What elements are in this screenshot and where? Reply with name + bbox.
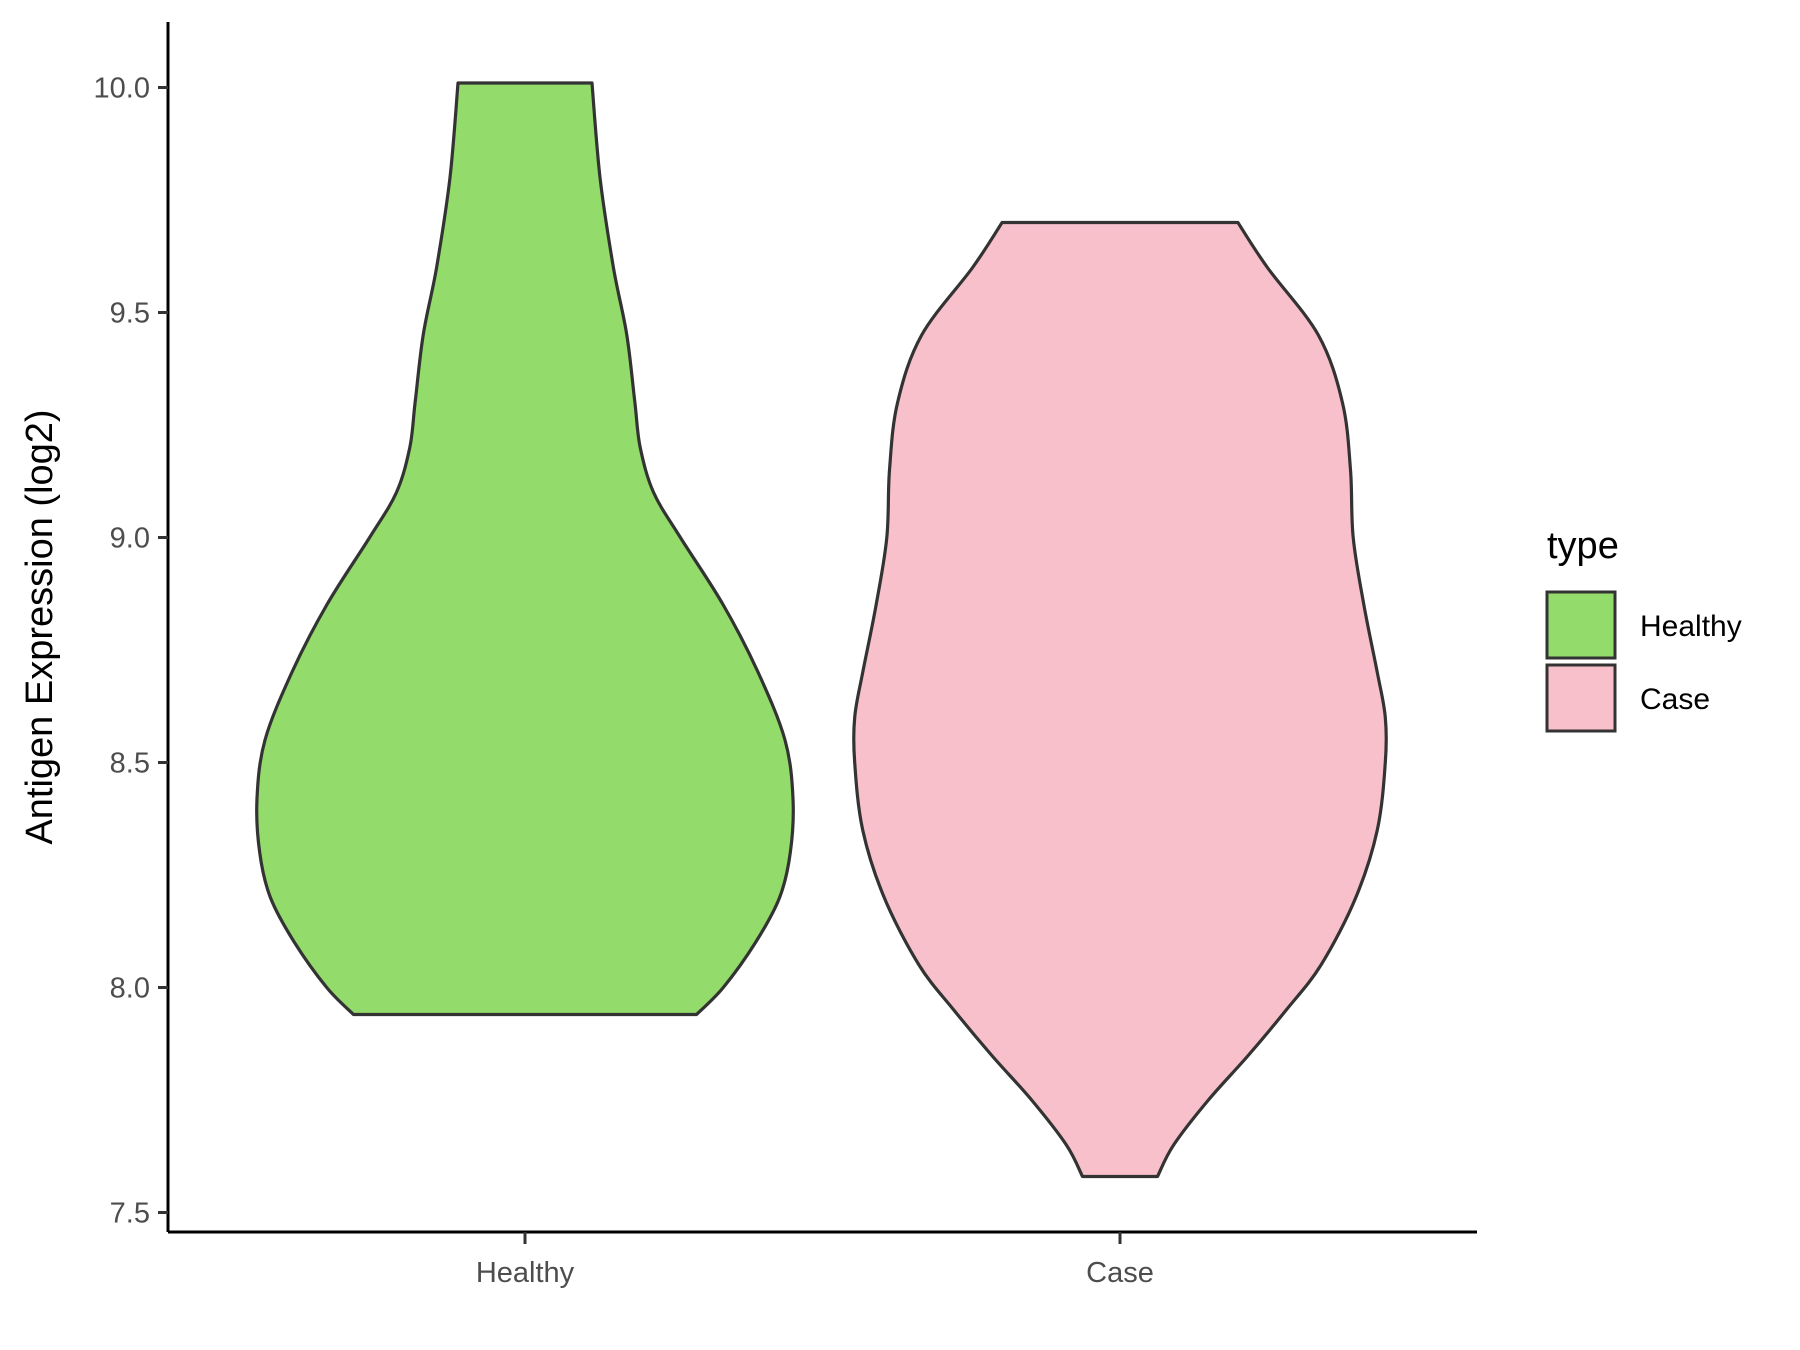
legend-swatch-healthy <box>1545 590 1617 660</box>
violin-case <box>852 220 1388 1179</box>
x-tick-label: Healthy <box>476 1257 575 1289</box>
x-ticks: Healthy Case <box>476 1232 1154 1289</box>
legend-title: type <box>1547 525 1619 567</box>
legend: type Healthy Case <box>1545 525 1742 733</box>
violin-layer <box>255 81 1388 1179</box>
y-tick-label: 9.0 <box>110 523 150 555</box>
y-axis-title: Antigen Expression (log2) <box>19 409 61 844</box>
y-tick-label: 8.0 <box>110 973 150 1005</box>
legend-label: Healthy <box>1640 610 1742 643</box>
y-tick-label: 9.5 <box>110 298 150 330</box>
y-tick-label: 7.5 <box>110 1198 150 1230</box>
legend-label: Case <box>1640 683 1710 716</box>
y-ticks: 7.5 8.0 8.5 9.0 9.5 10.0 <box>94 73 168 1230</box>
y-tick-label: 8.5 <box>110 748 150 780</box>
legend-swatch-case <box>1545 663 1617 733</box>
x-tick-label: Case <box>1086 1257 1154 1289</box>
y-tick-label: 10.0 <box>94 73 150 105</box>
violin-healthy <box>255 81 795 1017</box>
axes <box>166 22 1477 1234</box>
